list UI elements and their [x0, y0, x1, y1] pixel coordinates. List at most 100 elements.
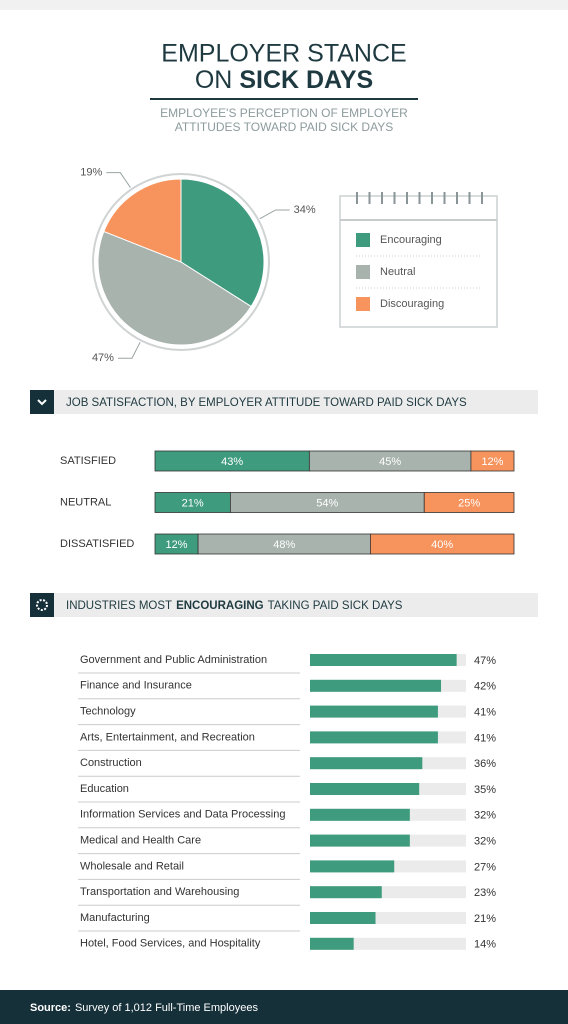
calendar-ring [368, 192, 371, 204]
segment-label: 21% [182, 497, 204, 509]
bar-segment [470, 450, 515, 472]
segment-label: 12% [166, 539, 188, 551]
industry-chart: Government and Public Administration 47% F… [78, 654, 496, 951]
title-part: TAKING PAID SICK DAYS [268, 600, 403, 612]
bar [310, 783, 420, 795]
rings [356, 192, 483, 204]
pie-ring [92, 173, 270, 351]
value-label: 41% [474, 732, 496, 744]
legend-label: Encouraging [380, 234, 442, 246]
bar [310, 808, 410, 821]
subtitle: EMPLOYEE'S PERCEPTION OF EMPLOYER [160, 106, 408, 120]
bar [310, 757, 423, 770]
segment-label: 43% [221, 456, 243, 468]
legend-label: Discouraging [380, 298, 444, 310]
stacked-chart: SATISFIED 43% 45% 12% NEUTRAL 21% 54% 25% DISSAT… [60, 450, 515, 555]
industry-label: Arts, Entertainment, and Recreation [80, 731, 255, 743]
calendar-ring [356, 192, 358, 204]
legend-label: Neutral [380, 266, 415, 278]
value-label: 14% [474, 939, 496, 951]
calendar-ring [481, 192, 483, 204]
pie-label: 34% [294, 204, 316, 216]
title-bold: SICK DAYS [239, 66, 373, 94]
segment-label: 25% [458, 497, 480, 509]
section-bar [30, 593, 538, 617]
value-label: 23% [474, 887, 496, 899]
value-label: 21% [474, 913, 496, 925]
segment-label: 40% [431, 539, 453, 551]
bar-segment [369, 533, 515, 555]
section-icon [30, 593, 54, 617]
value-label: 27% [474, 861, 496, 873]
industry-label: Hotel, Food Services, and Hospitality [80, 938, 261, 950]
title-bold: ENCOURAGING [176, 600, 264, 612]
source-text: Survey of 1,012 Full-Time Employees [75, 1002, 258, 1014]
title: EMPLOYER STANCE [161, 40, 406, 68]
gear-icon [36, 599, 48, 611]
calendar-ring [443, 192, 446, 204]
section-title: JOB SATISFACTION, BY EMPLOYER ATTITUDE T… [66, 397, 467, 409]
legend-items: Encouraging Neutral Discouraging [356, 233, 480, 311]
subtitle: ATTITUDES TOWARD PAID SICK DAYS [175, 120, 393, 134]
value-label: 35% [474, 784, 496, 796]
row-label: DISSATISFIED [60, 538, 134, 550]
value-label: 32% [474, 836, 496, 848]
pie-label: 19% [80, 167, 102, 179]
pie: 34% 47% 19% [80, 167, 316, 365]
bar [310, 886, 382, 899]
row-label: SATISFIED [60, 455, 116, 467]
calendar-ring [468, 192, 471, 204]
bar-segment [423, 492, 515, 513]
footer [0, 990, 568, 1024]
segment-label: 12% [481, 456, 503, 468]
calendar-ring [456, 192, 458, 204]
pie-slice [97, 230, 252, 346]
industry-label: Technology [80, 706, 136, 718]
value-label: 32% [474, 810, 496, 822]
source-label: Source: [30, 1002, 71, 1014]
section-bar [30, 390, 538, 414]
industry-label: Government and Public Administration [80, 654, 267, 666]
value-label: 41% [474, 707, 496, 719]
industry-label: Wholesale and Retail [80, 860, 184, 872]
bar [310, 705, 438, 718]
value-label: 47% [474, 655, 496, 667]
calendar-ring [393, 192, 396, 204]
legend: Encouraging Neutral Discouraging [339, 192, 498, 328]
segment-label: 45% [379, 456, 401, 468]
industry-label: Medical and Health Care [80, 835, 201, 847]
legend-swatch [356, 233, 370, 247]
legend-swatch [356, 297, 370, 311]
leader-line [259, 209, 290, 220]
title-part: ON [195, 66, 233, 94]
row-label: NEUTRAL [60, 496, 111, 508]
industry-label: Information Services and Data Processing [80, 809, 285, 821]
leader-line [117, 341, 141, 359]
bar [310, 731, 438, 744]
calendar-ring [418, 192, 421, 204]
industry-label: Manufacturing [80, 912, 150, 924]
bar [310, 912, 376, 924]
calendar-ring [406, 192, 408, 204]
title-part: INDUSTRIES MOST [66, 600, 172, 612]
top-strip [0, 0, 568, 10]
value-label: 36% [474, 758, 496, 770]
section-title: INDUSTRIES MOST ENCOURAGING TAKING PAID SI… [66, 600, 403, 612]
calendar-ring [431, 192, 433, 204]
segment-label: 54% [316, 497, 338, 509]
legend-swatch [356, 265, 370, 279]
chevron-icon [37, 399, 47, 406]
industry-label: Transportation and Warehousing [80, 886, 239, 898]
section-icon [30, 390, 54, 414]
bar [310, 834, 410, 847]
industry-label: Construction [80, 757, 142, 769]
source: Source: Survey of 1,012 Full-Time Employe… [30, 1002, 258, 1014]
bar [310, 679, 442, 692]
calendar-ring [381, 192, 383, 204]
value-label: 42% [474, 681, 496, 693]
leader-line [106, 172, 131, 188]
pie-slice [103, 178, 182, 263]
industry-label: Finance and Insurance [80, 680, 192, 692]
industry-label: Education [80, 783, 129, 795]
